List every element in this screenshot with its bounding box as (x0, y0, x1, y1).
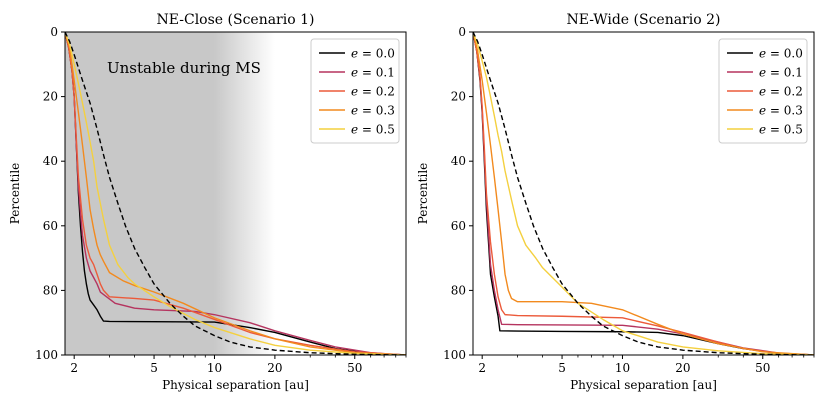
legend-label: e = 0.1 (351, 66, 395, 80)
series-line-e-0-5 (473, 32, 814, 355)
x-tick-label: 20 (267, 361, 282, 375)
y-tick-label: 20 (43, 90, 58, 104)
x-tick-label: 50 (755, 361, 770, 375)
y-tick-label: 40 (43, 154, 58, 168)
legend-label: e = 0.0 (759, 47, 803, 61)
series-line-e-0-3 (65, 32, 406, 355)
series-line-e-0-3 (473, 32, 814, 355)
reference-dashed-line (473, 32, 814, 355)
plot-frame (64, 31, 407, 356)
plot-frame (472, 31, 815, 356)
y-tick-label: 60 (43, 219, 58, 233)
y-tick-label: 80 (451, 283, 466, 297)
legend-label: e = 0.0 (351, 47, 395, 61)
x-axis-label: Physical separation [au] (162, 378, 309, 392)
y-tick-label: 60 (451, 219, 466, 233)
chart-panel-1: 2 5 10 20 50 0 20 40 60 80 100 NE-Close (Scenario 1… (8, 12, 407, 392)
unstable-region-solid (65, 32, 215, 355)
y-axis-label: Percentile (8, 163, 22, 225)
reference-dashed-line (65, 32, 406, 355)
y-axis-label: Percentile (416, 163, 430, 225)
legend-label: e = 0.5 (759, 123, 803, 137)
series-line-e-0-2 (65, 32, 406, 355)
legend-label: e = 0.3 (759, 104, 803, 118)
chart-title: NE-Close (Scenario 1) (157, 12, 315, 28)
annotation-unstable: Unstable during MS (107, 59, 261, 77)
legend-label: e = 0.5 (351, 123, 395, 137)
legend-label: e = 0.1 (759, 66, 803, 80)
y-tick-label: 100 (35, 348, 58, 362)
series-group (65, 32, 406, 355)
y-tick-label: 40 (451, 154, 466, 168)
x-tick-label: 5 (558, 361, 566, 375)
x-tick-label: 20 (675, 361, 690, 375)
x-tick-label: 5 (150, 361, 158, 375)
y-tick-label: 0 (458, 25, 466, 39)
legend-label: e = 0.2 (759, 85, 803, 99)
x-tick-label: 10 (207, 361, 222, 375)
y-tick-label: 20 (451, 90, 466, 104)
y-tick-label: 100 (443, 348, 466, 362)
y-tick-label: 80 (43, 283, 58, 297)
series-line-e-0-5 (65, 32, 406, 355)
series-group (473, 32, 814, 355)
chart-panel-2: 2 5 10 20 50 0 20 40 60 80 100 NE-Wide (Scenario 2)… (416, 12, 815, 392)
chart-title: NE-Wide (Scenario 2) (567, 12, 721, 28)
legend: e = 0.0 e = 0.1 e = 0.2 e = 0.3 e = 0.5 (310, 38, 400, 144)
legend-box (310, 38, 400, 144)
legend-label: e = 0.3 (351, 104, 395, 118)
legend-label: e = 0.2 (351, 85, 395, 99)
x-tick-label: 50 (347, 361, 362, 375)
unstable-region-fade (214, 32, 275, 355)
y-tick-label: 0 (50, 25, 58, 39)
legend: e = 0.0 e = 0.1 e = 0.2 e = 0.3 e = 0.5 (718, 38, 808, 144)
x-tick-label: 10 (615, 361, 630, 375)
legend-box (718, 38, 808, 144)
series-line-e-0-2 (473, 32, 814, 355)
x-tick-label: 2 (478, 361, 486, 375)
x-axis-label: Physical separation [au] (570, 378, 717, 392)
x-tick-label: 2 (70, 361, 78, 375)
